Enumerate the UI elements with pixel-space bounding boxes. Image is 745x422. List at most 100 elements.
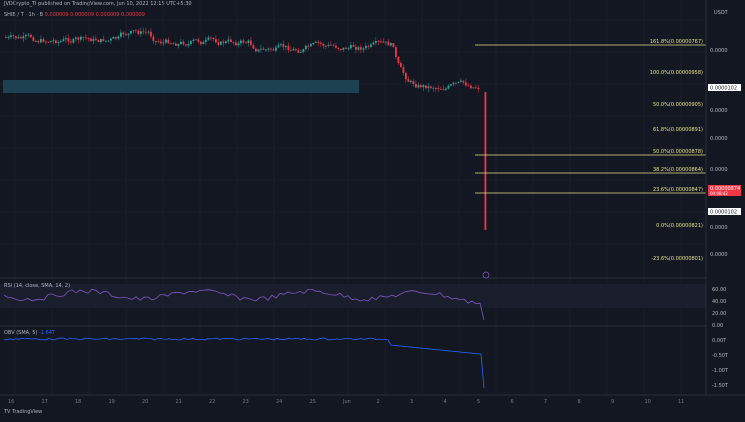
time-axis-label: 25	[310, 399, 316, 405]
candle-body	[372, 42, 375, 45]
symbol-name[interactable]: SHIB / T · 1h · B	[4, 12, 44, 18]
price-tag-2: 0.0000102	[710, 86, 737, 92]
candle-body	[87, 37, 90, 39]
candle-body	[307, 45, 310, 47]
time-axis-label: 19	[109, 399, 115, 405]
candle-body	[262, 48, 265, 50]
candle-body	[440, 88, 442, 90]
time-axis-label: 4	[444, 399, 447, 405]
candle-body	[477, 87, 480, 90]
candle-body	[305, 45, 307, 50]
candle-body	[55, 40, 57, 43]
support-zone	[3, 80, 359, 93]
candle-body	[195, 39, 197, 41]
candle-body	[152, 36, 155, 42]
candle-body	[185, 44, 187, 46]
candle-body	[147, 31, 150, 33]
candle-body	[320, 42, 322, 44]
candle-body	[282, 44, 285, 47]
candle-body	[32, 37, 35, 42]
candle-body	[175, 43, 177, 46]
candle-body	[297, 50, 300, 53]
obv-axis-label: 0.00T	[712, 338, 727, 344]
candle-body	[237, 43, 240, 46]
candle-body	[430, 86, 432, 88]
fib-label: 50.0%(0.00000905)	[653, 102, 703, 108]
candle-body	[467, 85, 470, 87]
published-text: JVDCrypto_TI published on TradingView.co…	[4, 1, 192, 7]
candle-body	[325, 45, 327, 47]
candle-body	[350, 44, 352, 49]
candle-body	[367, 45, 370, 47]
time-axis-label: 8	[578, 399, 581, 405]
candle-body	[445, 88, 447, 90]
candle-body	[420, 85, 422, 88]
candle-body	[250, 40, 252, 45]
candle-body	[375, 41, 377, 43]
candle-body	[82, 36, 85, 38]
candle-body	[345, 47, 347, 49]
obv-label[interactable]: OBV (SMA, 5) -1.64T	[4, 330, 55, 336]
candle-body	[50, 41, 52, 43]
candle-body	[142, 31, 145, 33]
fib-label: 161.8%(0.00000767)	[650, 39, 703, 45]
fib-retracement[interactable]: 161.8%(0.00000767) 100.0%(0.00000958) 50.0…	[475, 39, 706, 262]
candle-body	[137, 30, 140, 34]
candle-body	[5, 37, 7, 38]
candle-body	[484, 92, 487, 230]
candle-body	[192, 39, 195, 41]
obv-value: -1.64T	[39, 330, 55, 336]
candle-body	[232, 42, 235, 43]
candle-body	[127, 33, 130, 36]
candle-body	[460, 80, 462, 82]
candle-body	[130, 30, 132, 34]
time-axis-label: 10	[645, 399, 651, 405]
time-axis-label: 23	[243, 399, 249, 405]
price-tag-2-bg	[708, 84, 741, 91]
candle-body	[200, 41, 202, 45]
event-marker-icon[interactable]	[482, 271, 490, 279]
time-axis-label: 18	[75, 399, 81, 405]
candle-body	[427, 86, 430, 89]
candle-body	[272, 49, 275, 51]
candle-body	[115, 36, 117, 39]
time-axis-label: 5	[477, 399, 480, 405]
price-axis[interactable]: 0.0000 0.0000 0.0000 0.0000 0.0000 0.0000	[710, 48, 728, 258]
candle-body	[177, 44, 180, 46]
candle-body	[112, 36, 115, 39]
rsi-axis-label: 20.00	[712, 311, 726, 317]
candle-body	[47, 41, 50, 43]
time-axis-label: 20	[142, 399, 148, 405]
candle-body	[20, 37, 22, 39]
fib-label: 38.2%(0.00000864)	[653, 167, 703, 173]
candle-body	[417, 85, 420, 88]
price-axis-label: 0.0000	[710, 108, 728, 114]
candle-body	[442, 89, 445, 91]
candle-body	[422, 85, 425, 88]
candle-body	[17, 37, 20, 39]
candle-body	[462, 80, 465, 83]
current-price-tag: 0.00000874	[710, 186, 740, 192]
candle-body	[465, 82, 467, 86]
candle-body	[40, 39, 42, 43]
candle-body	[27, 34, 30, 36]
time-axis[interactable]: 16 17 18 19 20 21 22 23 24 25 Jun 2 3 4 5 6 7 8 9 10 11	[8, 399, 684, 405]
price-axis-label: 0.0000	[710, 48, 728, 54]
candle-body	[150, 31, 152, 37]
time-axis-label: 21	[176, 399, 182, 405]
candle-body	[410, 80, 412, 82]
candle-body	[107, 40, 110, 42]
candle-body	[167, 39, 170, 44]
rsi-label[interactable]: RSI (14, close, SMA, 14, 2)	[4, 283, 71, 289]
candle-body	[312, 42, 315, 45]
time-axis-label: 22	[209, 399, 215, 405]
candle-body	[255, 48, 257, 52]
candle-body	[117, 36, 120, 39]
candle-body	[162, 42, 165, 44]
candle-body	[75, 37, 77, 39]
candle-body	[155, 41, 157, 42]
rsi-pane-bg	[0, 284, 706, 308]
candle-body	[447, 85, 450, 89]
rsi-line	[3, 288, 485, 321]
